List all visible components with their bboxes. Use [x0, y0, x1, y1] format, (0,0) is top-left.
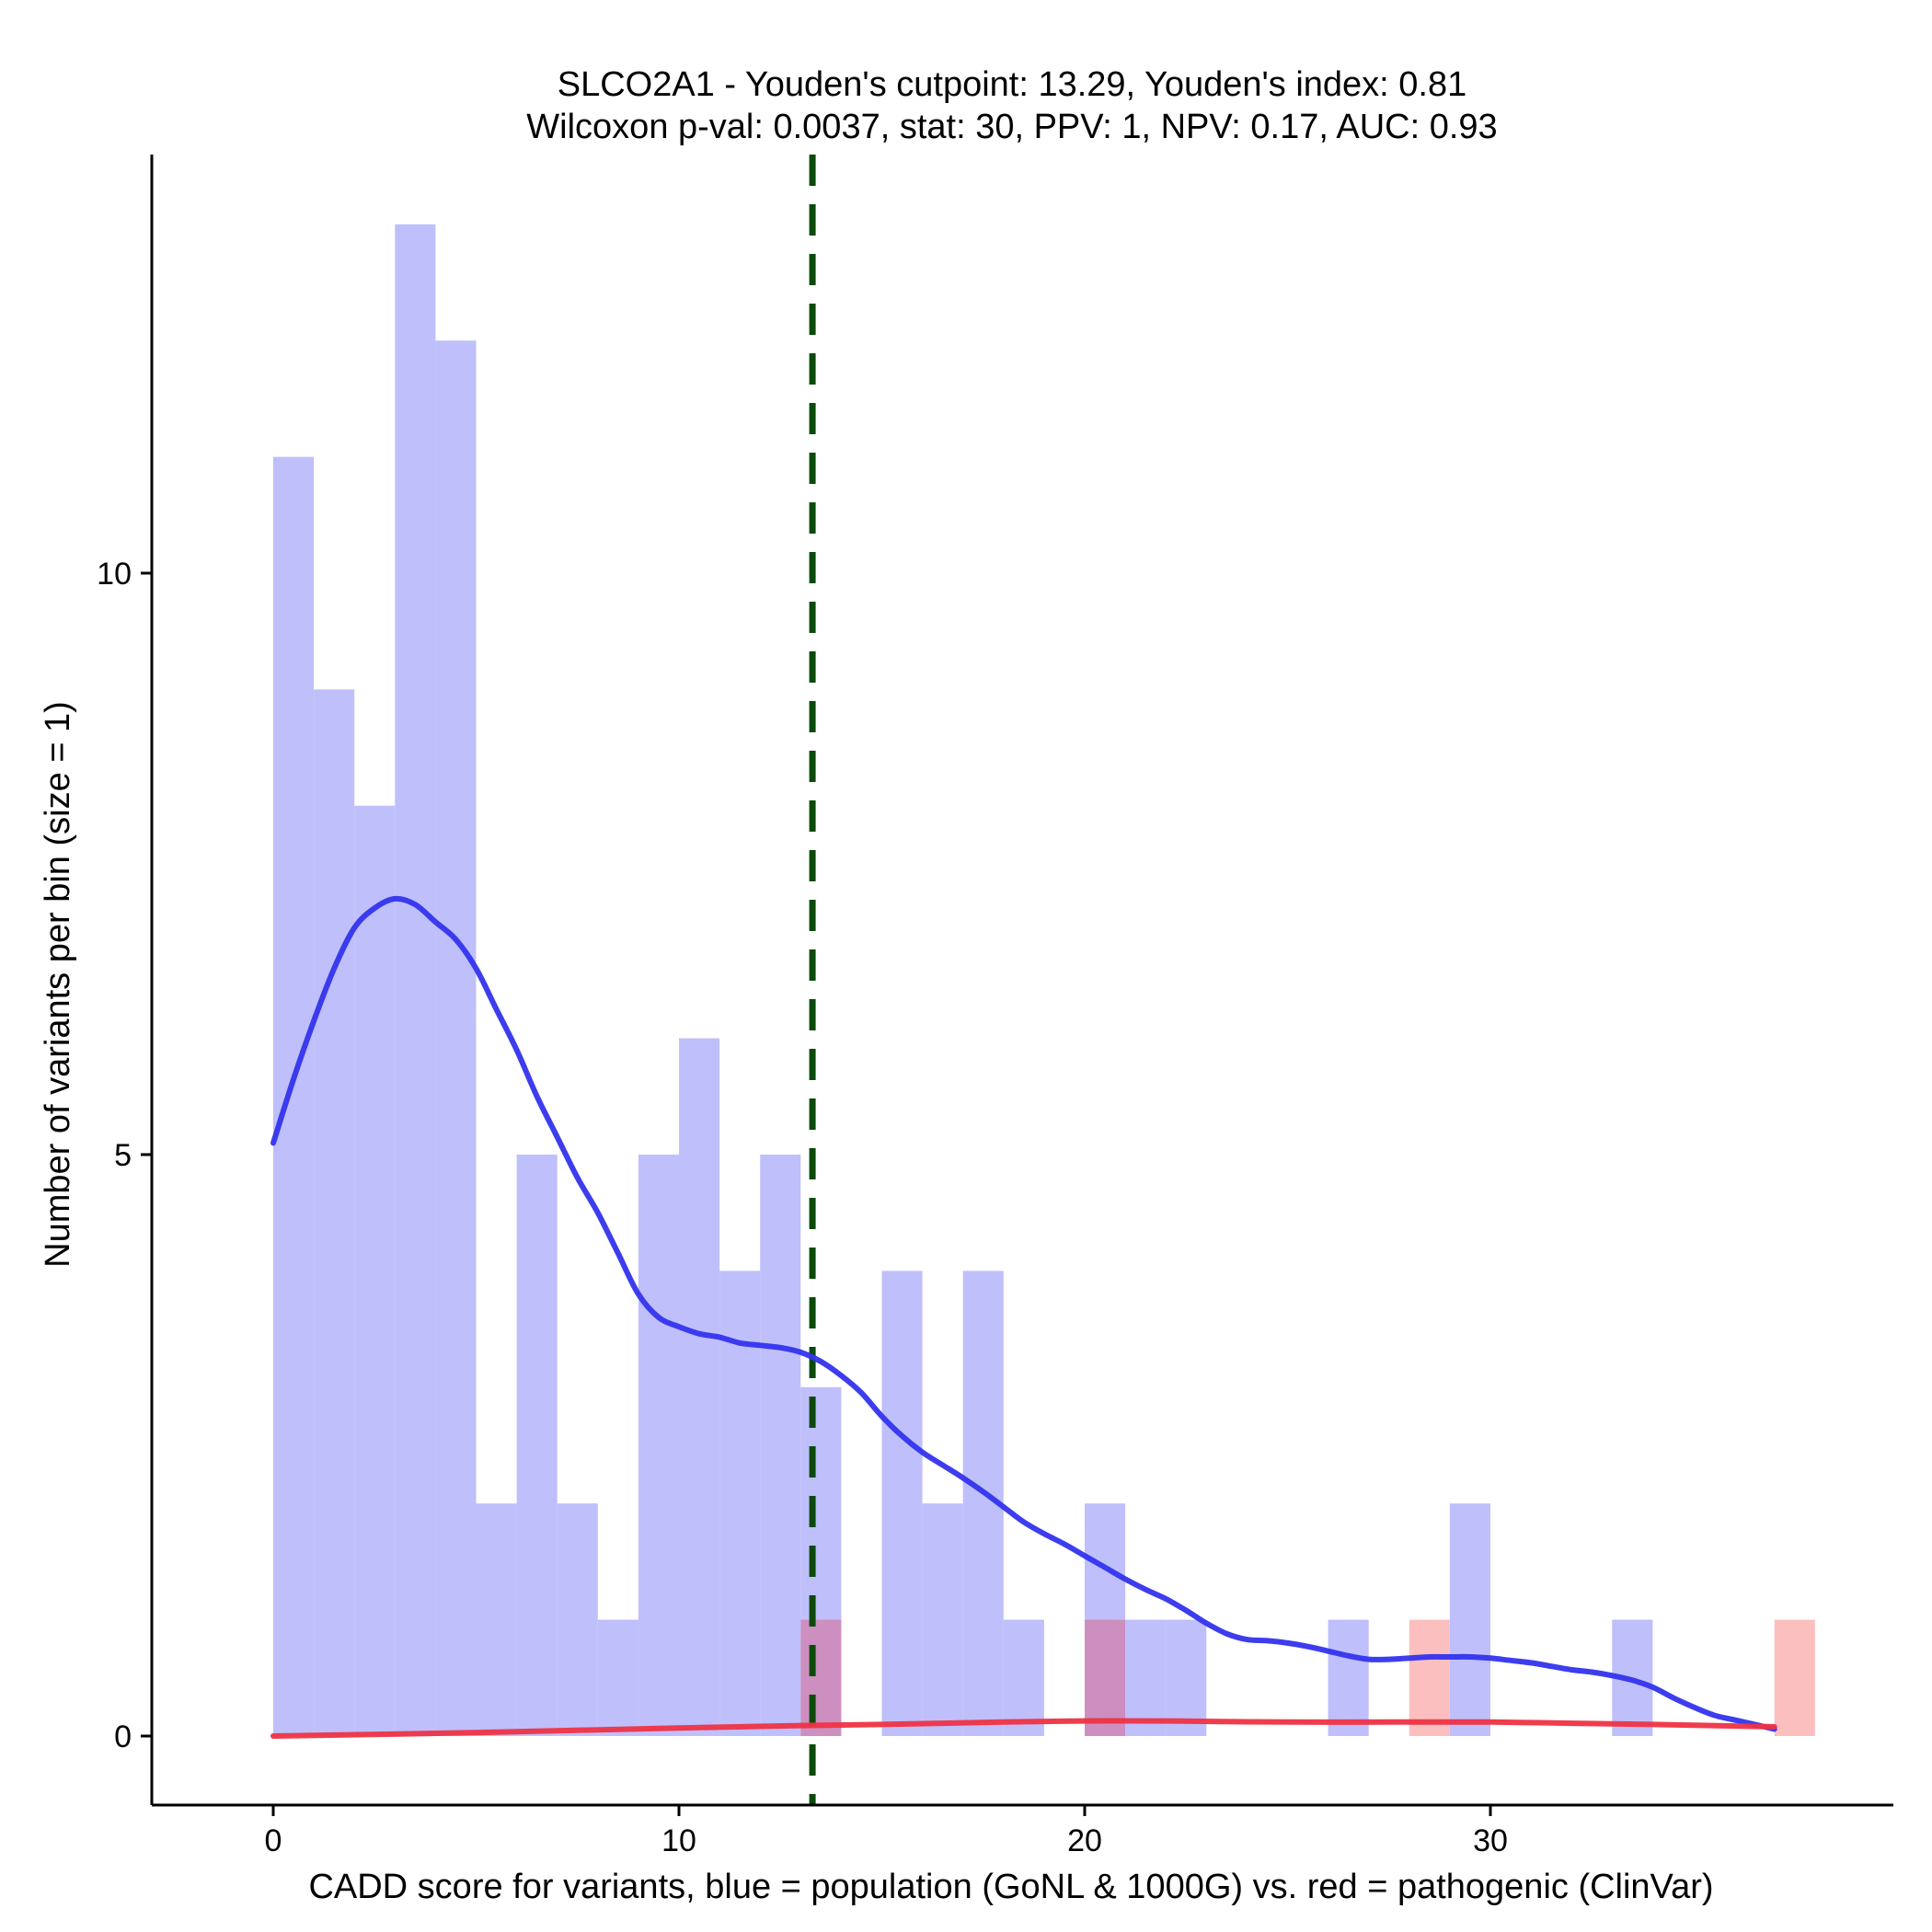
population-bar-2	[354, 805, 396, 1736]
chart-title-line2: Wilcoxon p-val: 0.0037, stat: 30, PPV: 1…	[526, 108, 1497, 146]
x-tick-label-20: 20	[1067, 1823, 1102, 1858]
population-bar-22	[1166, 1619, 1207, 1736]
chart-title-line1: SLCO2A1 - Youden's cutpoint: 13.29, Youd…	[558, 65, 1467, 104]
pathogenic-bar-13	[800, 1619, 842, 1736]
population-bar-16	[922, 1503, 963, 1736]
y-tick-label-5: 5	[114, 1138, 132, 1173]
population-bar-8	[597, 1619, 638, 1736]
population-bar-15	[881, 1271, 923, 1736]
x-axis-label: CADD score for variants, blue = populati…	[308, 1868, 1713, 1906]
population-bar-3	[395, 224, 436, 1736]
population-bar-18	[1003, 1619, 1044, 1736]
axes: 0 5 10 0 10 20 30	[97, 155, 1893, 1858]
population-histogram	[273, 224, 1653, 1737]
population-bar-1	[314, 689, 355, 1736]
population-density-curve	[270, 895, 1777, 1732]
pathogenic-histogram	[800, 1619, 1815, 1736]
population-bar-7	[557, 1503, 598, 1736]
y-tick-label-10: 10	[97, 557, 132, 592]
y-tick-label-0: 0	[114, 1719, 132, 1754]
density-curves	[270, 895, 1777, 1739]
population-bar-29	[1449, 1503, 1490, 1736]
x-tick-label-10: 10	[661, 1823, 696, 1858]
population-bar-26	[1328, 1619, 1369, 1736]
pathogenic-bar-37	[1774, 1619, 1815, 1736]
population-bar-11	[719, 1271, 761, 1736]
population-bar-0	[273, 456, 315, 1737]
population-bar-12	[760, 1155, 801, 1736]
pathogenic-bar-20	[1085, 1619, 1126, 1736]
population-bar-4	[435, 340, 477, 1737]
pathogenic-density-curve	[270, 1718, 1777, 1739]
population-bar-5	[476, 1503, 517, 1736]
population-bar-10	[679, 1038, 720, 1736]
population-bar-21	[1125, 1619, 1167, 1736]
population-bar-9	[638, 1155, 679, 1736]
y-axis-label: Number of variants per bin (size = 1)	[39, 701, 77, 1268]
x-tick-label-0: 0	[265, 1823, 282, 1858]
x-tick-label-30: 30	[1473, 1823, 1508, 1858]
pathogenic-bar-28	[1409, 1619, 1450, 1736]
population-bar-6	[516, 1155, 558, 1736]
